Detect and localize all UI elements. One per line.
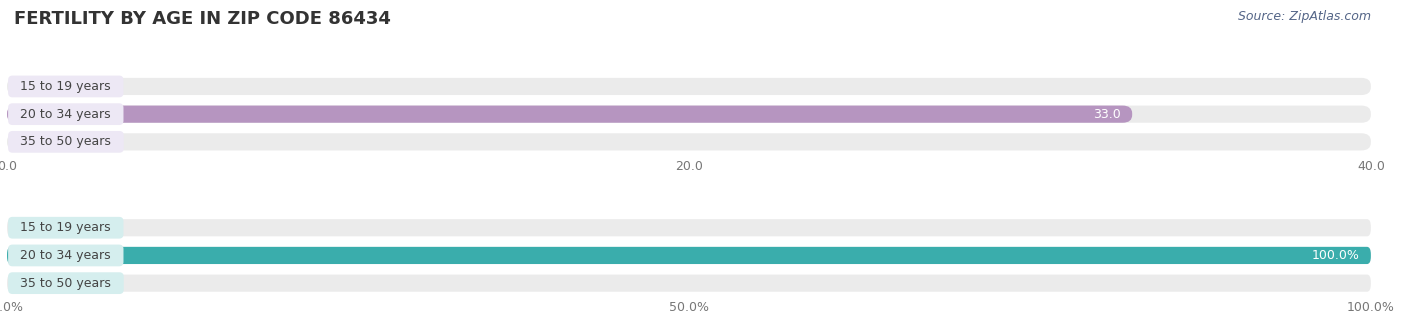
- FancyBboxPatch shape: [7, 106, 1371, 123]
- Text: 0.0%: 0.0%: [18, 221, 51, 234]
- Text: 33.0: 33.0: [1094, 108, 1121, 121]
- Text: FERTILITY BY AGE IN ZIP CODE 86434: FERTILITY BY AGE IN ZIP CODE 86434: [14, 10, 391, 28]
- FancyBboxPatch shape: [7, 247, 1371, 264]
- Text: Source: ZipAtlas.com: Source: ZipAtlas.com: [1237, 10, 1371, 23]
- Text: 20 to 34 years: 20 to 34 years: [13, 108, 120, 121]
- Text: 0.0: 0.0: [18, 135, 38, 148]
- Text: 35 to 50 years: 35 to 50 years: [13, 277, 120, 290]
- FancyBboxPatch shape: [7, 247, 1371, 264]
- Text: 100.0%: 100.0%: [1312, 249, 1360, 262]
- Text: 35 to 50 years: 35 to 50 years: [13, 135, 120, 148]
- Text: 15 to 19 years: 15 to 19 years: [13, 221, 120, 234]
- Text: 20 to 34 years: 20 to 34 years: [13, 249, 120, 262]
- Text: 0.0: 0.0: [18, 80, 38, 93]
- FancyBboxPatch shape: [7, 106, 1132, 123]
- FancyBboxPatch shape: [7, 133, 1371, 150]
- Text: 0.0%: 0.0%: [18, 277, 51, 290]
- FancyBboxPatch shape: [7, 275, 1371, 292]
- FancyBboxPatch shape: [7, 78, 1371, 95]
- FancyBboxPatch shape: [7, 219, 1371, 236]
- Text: 15 to 19 years: 15 to 19 years: [13, 80, 120, 93]
